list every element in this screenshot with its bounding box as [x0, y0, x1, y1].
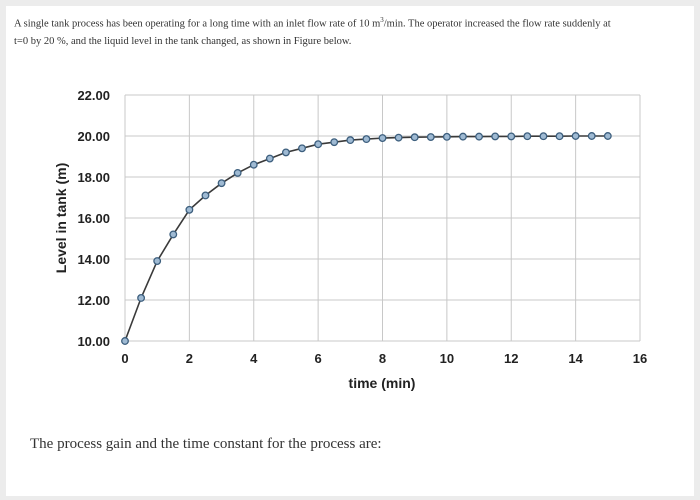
- data-point-marker: [442, 132, 451, 141]
- data-point-marker: [217, 179, 226, 188]
- data-point-marker: [169, 230, 178, 239]
- x-tick-label: 2: [186, 351, 193, 366]
- question-text: The process gain and the time constant f…: [30, 436, 382, 452]
- data-point-marker: [362, 135, 371, 144]
- problem-statement: A single tank process has been operating…: [14, 12, 684, 50]
- data-point-marker: [233, 168, 242, 177]
- series-line: [124, 135, 608, 342]
- data-point-marker: [201, 191, 210, 200]
- data-point-marker: [539, 132, 548, 141]
- data-point-marker: [346, 136, 355, 145]
- problem-text-line1: A single tank process has been operating…: [14, 18, 381, 30]
- data-point-marker: [121, 337, 129, 345]
- data-point-marker: [249, 160, 258, 169]
- superscript-three: 3: [380, 16, 384, 24]
- data-point-marker: [603, 132, 612, 140]
- data-point-marker: [298, 144, 306, 153]
- data-point-marker: [555, 132, 564, 141]
- x-tick-label: 12: [504, 351, 518, 366]
- data-point-marker: [185, 205, 194, 214]
- data-point-marker: [491, 132, 500, 141]
- data-point-marker: [394, 133, 403, 142]
- data-point-marker: [426, 133, 435, 141]
- x-tick-label: 14: [568, 351, 583, 366]
- data-point-marker: [475, 132, 484, 141]
- data-point-marker: [137, 294, 146, 302]
- series-markers: [121, 132, 612, 345]
- x-axis-title: time (min): [349, 375, 416, 391]
- y-tick-label: 10.00: [77, 334, 110, 349]
- problem-text-line2: t=0 by 20 %, and the liquid level in the…: [14, 35, 352, 47]
- x-tick-label: 6: [315, 351, 322, 366]
- x-tick-label: 8: [379, 351, 386, 366]
- x-tick-label: 4: [250, 351, 258, 366]
- data-point-marker: [378, 134, 387, 142]
- x-tick-labels: 0 2 4 6 8 10 12 14 16: [121, 351, 647, 366]
- y-tick-label: 16.00: [77, 211, 110, 226]
- x-tick-label: 10: [440, 351, 454, 366]
- data-point-marker: [587, 132, 596, 140]
- y-tick-label: 12.00: [77, 293, 110, 308]
- data-point-marker: [153, 257, 162, 265]
- y-tick-label: 18.00: [77, 170, 110, 185]
- data-point-marker: [281, 148, 290, 157]
- question-card: [6, 6, 694, 496]
- y-tick-label: 22.00: [77, 88, 110, 103]
- x-tick-label: 0: [121, 351, 128, 366]
- y-tick-label: 20.00: [77, 129, 110, 144]
- y-axis-title: Level in tank (m): [53, 163, 69, 273]
- data-point-marker: [571, 132, 580, 140]
- chart-grid: [124, 94, 641, 342]
- data-point-marker: [523, 132, 532, 141]
- y-tick-label: 14.00: [77, 252, 110, 267]
- x-tick-label: 16: [633, 351, 647, 366]
- data-point-marker: [330, 138, 339, 147]
- data-point-marker: [507, 132, 516, 141]
- y-tick-labels: 10.00 12.00 14.00 16.00 18.00 20.00 22.00: [77, 88, 110, 349]
- data-point-marker: [265, 154, 274, 163]
- data-point-marker: [410, 133, 419, 142]
- data-point-marker: [459, 132, 467, 141]
- data-point-marker: [314, 140, 323, 149]
- problem-text-line1-end: /min. The operator increased the flow ra…: [383, 18, 611, 30]
